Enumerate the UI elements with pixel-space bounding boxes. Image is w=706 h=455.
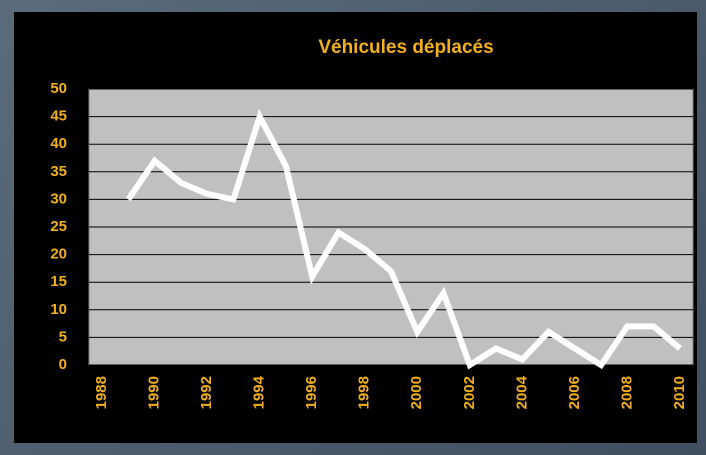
x-tick-label: 1990 [146,376,163,409]
y-tick-label: 25 [50,218,67,235]
y-tick-label: 50 [50,80,67,97]
x-tick-label: 1998 [356,376,373,409]
chart-title: Véhicules déplacés [318,37,493,58]
y-tick-label: 45 [50,108,67,125]
x-tick-label: 1996 [303,376,320,409]
x-tick-label: 1992 [198,376,215,409]
y-tick-label: 30 [50,190,67,207]
data-line [125,108,682,370]
x-tick-label: 2008 [618,376,635,409]
y-tick-label: 5 [59,328,67,345]
y-tick-label: 15 [50,273,67,290]
x-tick-label: 2006 [566,376,583,409]
y-tick-label: 20 [50,246,67,263]
x-tick-label: 2002 [461,376,478,409]
x-tick-label: 1988 [93,376,110,409]
y-tick-label: 10 [50,301,67,318]
x-tick-label: 1994 [251,375,268,409]
x-tick-label: 2000 [408,376,425,409]
y-tick-label: 40 [50,135,67,152]
y-tick-label: 0 [59,356,67,373]
y-tick-label: 35 [50,163,67,180]
x-tick-label: 2010 [671,376,688,409]
x-tick-label: 2004 [513,375,530,409]
